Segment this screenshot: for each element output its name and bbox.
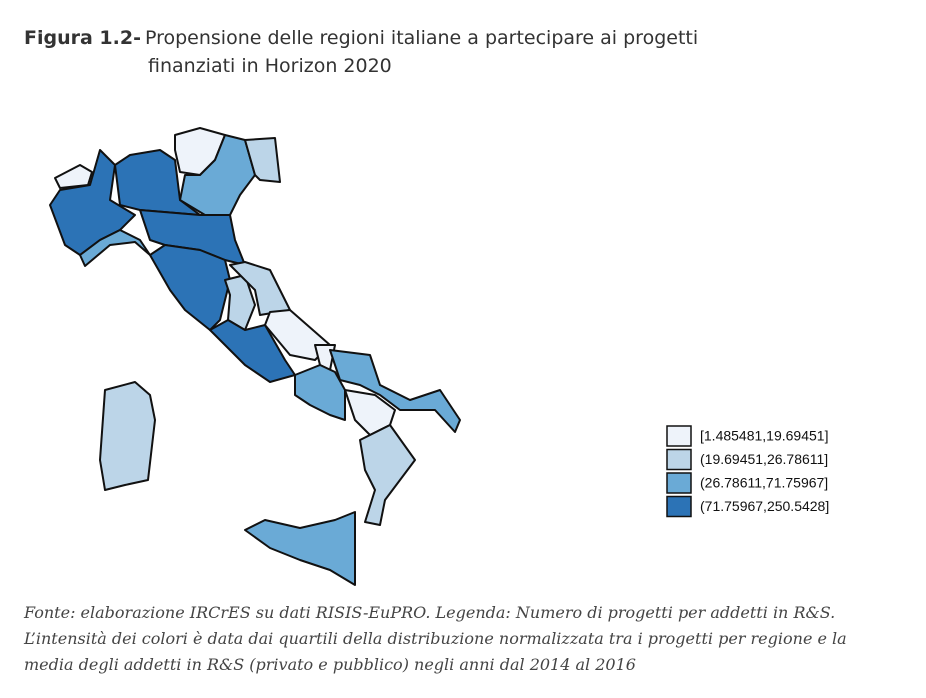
footnote-line: media degli addetti in R&S (privato e pu… [24,655,636,674]
figure-title: Figura 1.2- Propensione delle regioni ita… [24,27,698,49]
legend: [1.485481,19.69451] (19.69451,26.78611] (2… [666,425,829,518]
map [49,127,461,586]
region [54,164,93,189]
legend-label: (71.75967,250.5428] [700,498,829,514]
legend-swatch [666,425,692,447]
title-line: Propensione delle regioni italiane a par… [145,27,698,49]
figure-label: Figura 1.2- [24,27,141,49]
region [244,511,356,586]
title-line: finanziati in Horizon 2020 [148,55,392,77]
footnote-line: L’intensità dei colori è data dai quarti… [23,629,847,648]
region [209,319,296,383]
region [99,381,156,491]
region [49,149,136,256]
region [329,349,461,433]
region [244,137,281,183]
region [359,424,416,526]
legend-label: (19.69451,26.78611] [700,451,828,467]
legend-swatch [666,472,692,494]
legend-swatch [666,495,692,518]
legend-swatch [666,448,692,471]
legend-label: [1.485481,19.69451] [700,428,828,444]
legend-label: (26.78611,71.75967] [700,475,828,491]
region [294,364,346,421]
footnote-line: Fonte: elaborazione IRCrES su dati RISIS… [23,603,835,622]
region [149,244,231,331]
region [139,209,246,266]
region [264,309,331,361]
